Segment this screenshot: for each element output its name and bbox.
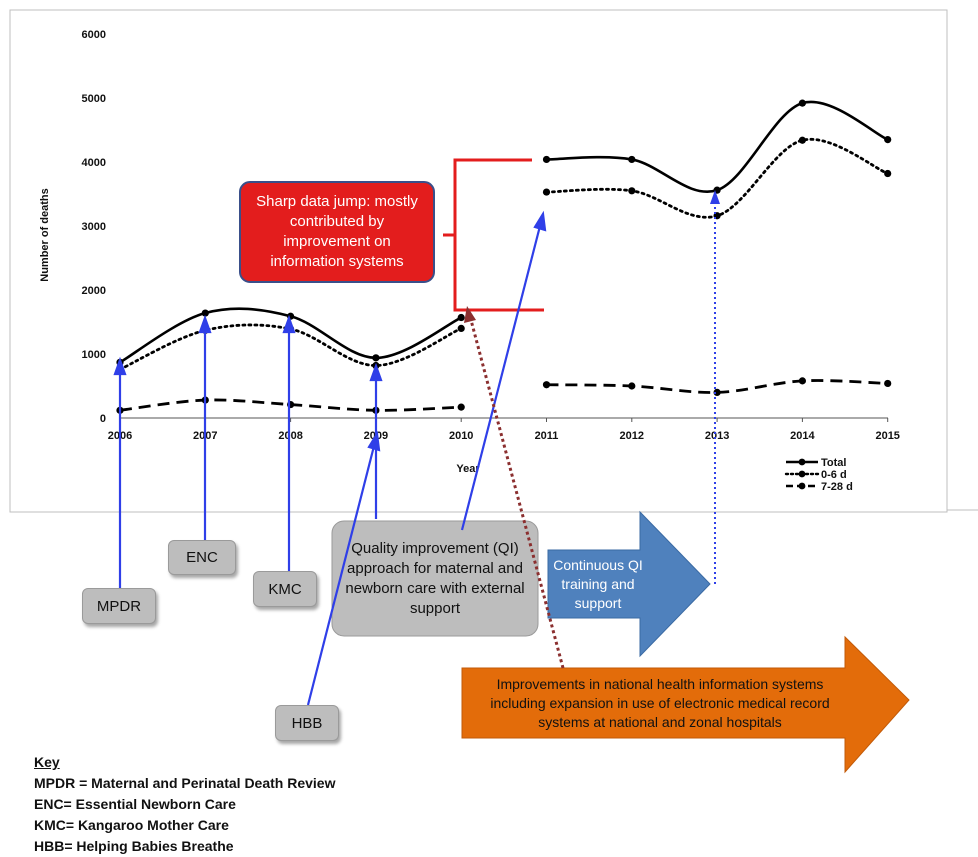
data-point xyxy=(884,136,892,144)
continuous-qi-label: Continuous QI training and support xyxy=(553,556,643,611)
data-point xyxy=(457,313,465,322)
jump-box-shape xyxy=(239,181,435,283)
qi-box: Quality improvement (QI) approach for ma… xyxy=(345,540,525,617)
his-arrowhead-icon xyxy=(464,306,476,323)
data-point xyxy=(798,99,807,107)
qi-2009-arrowhead-icon xyxy=(369,362,383,382)
key-title: Key xyxy=(34,754,60,770)
y-axis-label: Number of deaths xyxy=(39,188,51,282)
his-arrow-shape xyxy=(461,635,910,774)
jump-bracket xyxy=(443,158,544,312)
his-label: Improvements in national health informat… xyxy=(490,675,830,730)
data-point xyxy=(628,382,636,390)
x-tick-label: 2013 xyxy=(705,430,729,442)
y-tick-label: 6000 xyxy=(82,29,106,41)
qi-2011-arrowhead-icon xyxy=(533,210,547,232)
legend-marker xyxy=(798,470,806,478)
data-point xyxy=(713,388,721,396)
y-tick-label: 4000 xyxy=(82,157,106,169)
data-point xyxy=(201,309,209,317)
mpdr-arrowhead-icon xyxy=(113,356,127,376)
series-line-0-6-d xyxy=(545,137,890,219)
plot-frame xyxy=(9,9,948,513)
jump-box: Sharp data jump: mostly contributed by i… xyxy=(256,193,418,270)
legend-label: Total xyxy=(821,457,846,469)
mpdr-tag: MPDR xyxy=(82,588,156,624)
legend-marker xyxy=(798,458,806,466)
data-point xyxy=(884,169,892,178)
y-tick-label: 2000 xyxy=(82,285,106,297)
y-tick-label: 5000 xyxy=(82,93,106,105)
key-item-hbb: HBB= Helping Babies Breathe xyxy=(34,838,234,854)
key-item-mpdr: MPDR = Maternal and Perinatal Death Revi… xyxy=(34,775,336,791)
data-point xyxy=(457,403,465,411)
kmc-tag: KMC xyxy=(253,571,317,607)
kmc-arrowhead-icon xyxy=(282,314,296,334)
key-item-enc: ENC= Essential Newborn Care xyxy=(34,796,236,812)
y-tick-label: 3000 xyxy=(82,221,106,233)
data-point xyxy=(372,354,380,362)
data-point xyxy=(798,136,807,144)
continuous-qi-arrowhead-icon xyxy=(710,190,720,204)
data-point xyxy=(542,381,551,389)
key-item-kmc: KMC= Kangaroo Mother Care xyxy=(34,817,229,833)
legend-marker xyxy=(798,482,806,490)
data-point xyxy=(884,379,892,388)
key-section: Key MPDR = Maternal and Perinatal Death … xyxy=(34,752,335,857)
enc-tag: ENC xyxy=(168,540,236,575)
data-point xyxy=(798,377,807,385)
qi-2011-arrow xyxy=(460,225,542,531)
x-tick-label: 2014 xyxy=(790,430,815,442)
data-point xyxy=(542,155,551,164)
data-point xyxy=(628,187,636,195)
enc-arrowhead-icon xyxy=(198,314,212,334)
x-axis-label: Year xyxy=(456,463,480,475)
y-tick-label: 1000 xyxy=(82,349,106,361)
hbb-tag: HBB xyxy=(275,705,339,741)
data-point xyxy=(457,324,465,332)
legend-label: 0-6 d xyxy=(821,469,847,481)
series-line-7-28-d xyxy=(546,379,888,394)
x-tick-label: 2010 xyxy=(449,430,473,442)
data-point xyxy=(542,188,551,196)
legend-label: 7-28 d xyxy=(821,481,853,493)
data-point xyxy=(628,155,636,164)
continuous-qi-arrow-shape xyxy=(547,510,711,658)
x-tick-label: 2012 xyxy=(620,430,644,442)
hbb-arrowhead-icon xyxy=(367,430,381,452)
x-tick-label: 2015 xyxy=(875,430,899,442)
x-tick-label: 2011 xyxy=(535,430,559,442)
series-line-Total xyxy=(546,100,889,193)
x-tick-label: 2008 xyxy=(278,430,302,442)
y-tick-label: 0 xyxy=(100,413,106,425)
hbb-arrow xyxy=(306,445,376,706)
